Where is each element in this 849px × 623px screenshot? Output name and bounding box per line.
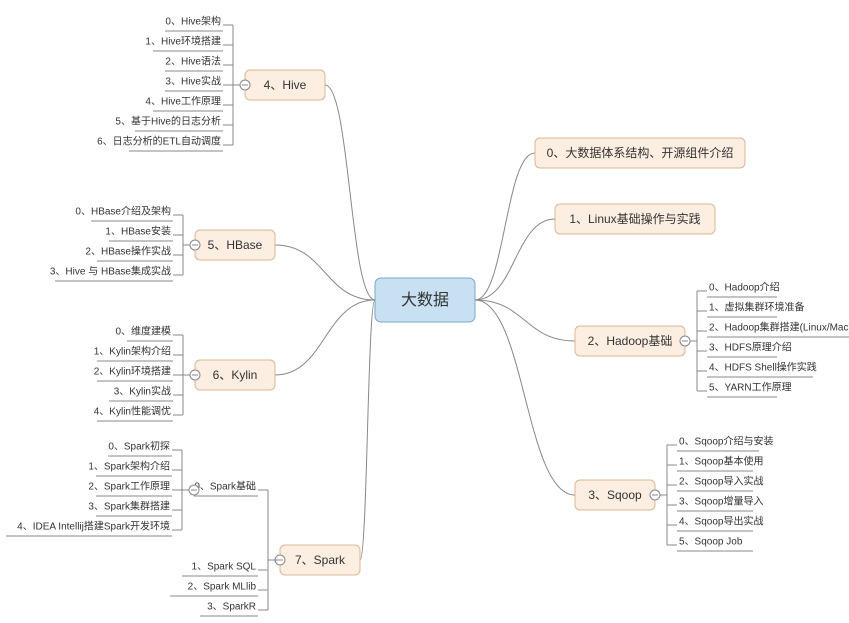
leaf-l4-4: 4、Hive工作原理 <box>145 96 221 108</box>
leaf-l6-2: 2、Kylin环境搭建 <box>94 365 171 378</box>
leaf-l6-4: 4、Kylin性能调优 <box>94 405 171 418</box>
leaf-l5-0: 0、HBase介绍及架构 <box>75 205 171 218</box>
connector <box>275 245 375 300</box>
leaf-r3-4: 4、Sqoop导出实战 <box>679 515 763 528</box>
sub-l7-3: 3、SparkR <box>207 602 256 613</box>
toggle-r2[interactable] <box>680 336 690 346</box>
leaf-l4-1: 1、Hive环境搭建 <box>145 35 221 48</box>
branch-label-r1: 1、Linux基础操作与实践 <box>569 211 700 226</box>
leaf-l5-2: 2、HBase操作实战 <box>85 245 171 258</box>
toggle-l4[interactable] <box>240 80 250 90</box>
connector <box>360 300 375 560</box>
connector <box>475 300 575 495</box>
leaf-l6-3: 3、Kylin实战 <box>114 385 171 398</box>
leaf-r3-1: 1、Sqoop基本使用 <box>679 455 763 468</box>
sub-l7-2: 2、Spark MLlib <box>188 582 257 593</box>
leaf-r3-3: 3、Sqoop增量导入 <box>679 495 763 508</box>
leaf-l4-5: 5、基于Hive的日志分析 <box>115 115 221 128</box>
toggle-r3[interactable] <box>650 490 660 500</box>
mindmap-canvas: 大数据 0、大数据体系结构、开源组件介绍 1、Linux基础操作与实践 2、Hadoo… <box>0 0 849 623</box>
branch-label-r0: 0、大数据体系结构、开源组件介绍 <box>547 145 734 160</box>
leaf-l7-0-0: 0、Spark初探 <box>108 440 170 453</box>
leaf-l5-1: 1、HBase安装 <box>105 225 171 238</box>
leaf-r2-4: 4、HDFS Shell操作实践 <box>709 361 817 374</box>
leaf-r3-2: 2、Sqoop导入实战 <box>679 475 763 488</box>
leaf-r3-5: 5、Sqoop Job <box>679 537 743 548</box>
leaf-l7-0-1: 1、Spark架构介绍 <box>88 460 170 473</box>
leaf-l4-3: 3、Hive实战 <box>165 75 221 88</box>
sub-l7-0: 0、Spark基础 <box>194 480 256 493</box>
leaf-l4-2: 2、Hive语法 <box>165 55 221 68</box>
connector <box>275 300 375 375</box>
leaf-r2-2: 2、Hadoop集群搭建(Linux/Mac) <box>709 321 849 334</box>
leaf-l7-0-3: 3、Spark集群搭建 <box>88 500 170 513</box>
leaf-r3-0: 0、Sqoop介绍与安装 <box>679 435 773 448</box>
leaf-l5-3: 3、Hive 与 HBase集成实战 <box>50 265 171 278</box>
sub-l7-1: 1、Spark SQL <box>192 562 257 573</box>
branch-label-r3: 3、Sqoop <box>588 488 642 502</box>
branch-label-r2: 2、Hadoop基础 <box>588 334 673 348</box>
branch-label-l4: 4、Hive <box>264 78 307 92</box>
toggle-l6[interactable] <box>190 370 200 380</box>
leaf-l7-0-4: 4、IDEA Intellij搭建Spark开发环境 <box>17 520 170 533</box>
leaf-r2-0: 0、Hadoop介绍 <box>709 281 780 294</box>
leaf-r2-1: 1、虚拟集群环境准备 <box>709 301 805 314</box>
leaf-r2-5: 5、YARN工作原理 <box>709 382 792 394</box>
branch-label-l6: 6、Kylin <box>213 368 258 382</box>
leaf-r2-3: 3、HDFS原理介绍 <box>709 341 792 354</box>
leaf-l6-0: 0、维度建模 <box>115 325 171 338</box>
leaf-l4-0: 0、Hive架构 <box>165 15 221 28</box>
leaf-l6-1: 1、Kylin架构介绍 <box>94 345 171 358</box>
branch-label-l7: 7、Spark <box>295 553 346 567</box>
connector <box>325 85 375 300</box>
leaf-l4-6: 6、日志分析的ETL自动调度 <box>97 135 221 148</box>
leaf-l7-0-2: 2、Spark工作原理 <box>88 481 170 493</box>
root-label: 大数据 <box>401 291 449 309</box>
toggle-l7-0[interactable] <box>189 485 199 495</box>
connector <box>475 300 575 341</box>
connector <box>475 219 555 300</box>
branch-label-l5: 5、HBase <box>208 238 263 252</box>
toggle-l5[interactable] <box>190 240 200 250</box>
